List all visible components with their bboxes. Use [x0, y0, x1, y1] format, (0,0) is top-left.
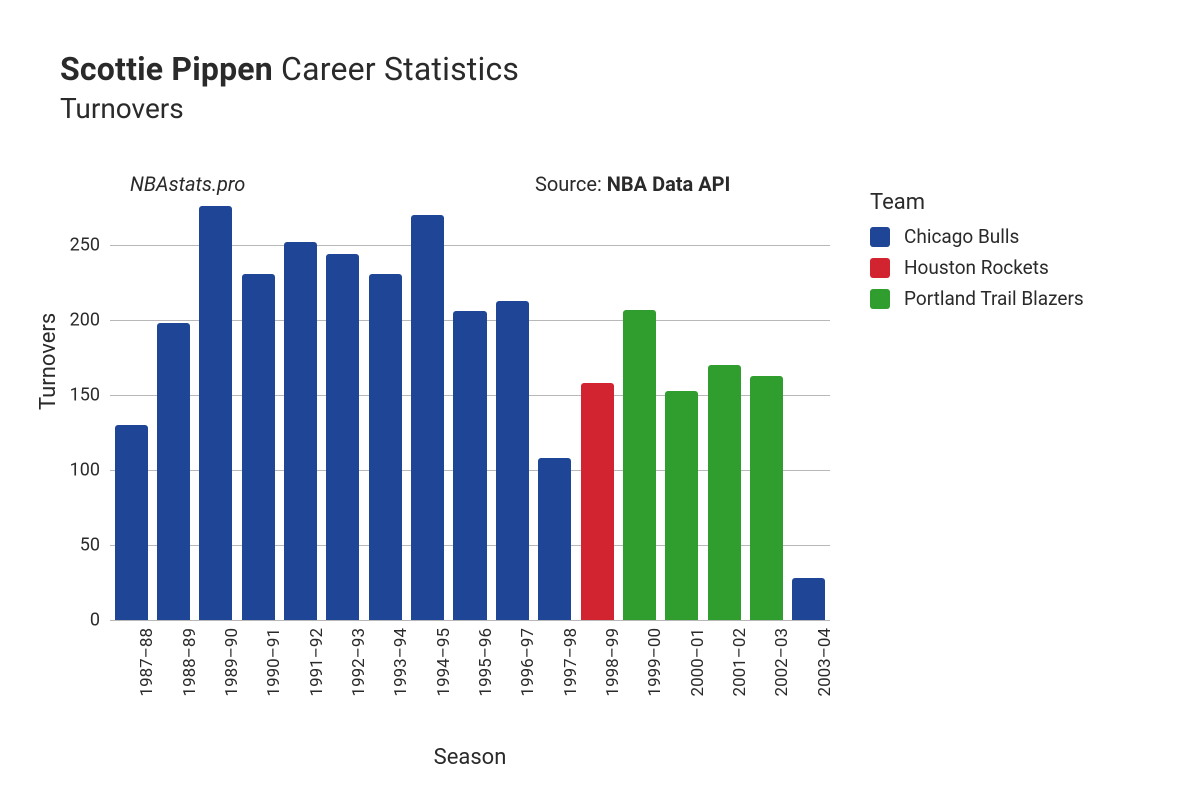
bar — [623, 310, 656, 621]
bar — [199, 206, 232, 620]
legend-items: Chicago Bulls Houston Rockets Portland Tra… — [870, 225, 1084, 310]
x-tick-label: 2000–01 — [688, 628, 708, 696]
source-name: NBA Data API — [607, 172, 731, 196]
bar — [411, 215, 444, 620]
x-tick-label: 1997–98 — [561, 628, 581, 696]
x-tick-label: 1996–97 — [518, 628, 538, 696]
x-tick-label: 2001–02 — [730, 628, 750, 696]
bar — [750, 376, 783, 621]
x-tick-label: 1995–96 — [476, 628, 496, 696]
x-tick-label: 1988–89 — [180, 628, 200, 696]
bar — [242, 274, 275, 621]
legend-label: Chicago Bulls — [904, 225, 1019, 248]
y-tick-label: 0 — [50, 610, 100, 631]
bar — [157, 323, 190, 620]
x-tick-label: 1987–88 — [137, 628, 157, 696]
legend-swatch — [870, 227, 890, 247]
bar — [115, 425, 148, 620]
x-tick-label: 1989–90 — [222, 628, 242, 696]
x-tick-label: 1999–00 — [645, 628, 665, 696]
bar — [284, 242, 317, 620]
y-tick-label: 150 — [50, 385, 100, 406]
legend-title: Team — [870, 190, 1084, 215]
legend-item: Houston Rockets — [870, 256, 1084, 279]
bar — [581, 383, 614, 620]
legend-swatch — [870, 289, 890, 309]
title-suffix: Career Statistics — [273, 50, 519, 88]
source-attribution: Source: NBA Data API — [535, 172, 730, 196]
plot-area: 0501001502002501987–881988–891989–901990… — [110, 200, 830, 620]
source-prefix: Source: — [535, 172, 607, 196]
x-tick-label: 1998–99 — [603, 628, 623, 696]
x-axis-label: Season — [110, 745, 830, 770]
chart-container: Scottie Pippen Career Statistics Turnove… — [0, 0, 1200, 800]
bar — [538, 458, 571, 620]
chart-title: Scottie Pippen Career Statistics — [60, 50, 519, 88]
title-player-name: Scottie Pippen — [60, 50, 273, 88]
bar — [665, 391, 698, 621]
y-tick-label: 250 — [50, 235, 100, 256]
chart-title-block: Scottie Pippen Career Statistics Turnove… — [60, 50, 519, 125]
legend-item: Portland Trail Blazers — [870, 287, 1084, 310]
legend-swatch — [870, 258, 890, 278]
chart-subtitle: Turnovers — [60, 92, 519, 125]
x-tick-label: 1994–95 — [434, 628, 454, 696]
bar — [792, 578, 825, 620]
bar — [369, 274, 402, 621]
y-tick-label: 200 — [50, 310, 100, 331]
bar — [326, 254, 359, 620]
x-tick-label: 1993–94 — [391, 628, 411, 696]
gridline — [110, 620, 830, 621]
x-tick-label: 2002–03 — [772, 628, 792, 696]
legend-label: Houston Rockets — [904, 256, 1049, 279]
watermark-text: NBAstats.pro — [130, 172, 245, 196]
legend-label: Portland Trail Blazers — [904, 287, 1084, 310]
bar — [453, 311, 486, 620]
legend-item: Chicago Bulls — [870, 225, 1084, 248]
x-tick-label: 1991–92 — [307, 628, 327, 696]
x-tick-label: 1990–91 — [264, 628, 284, 696]
bar — [708, 365, 741, 620]
y-tick-label: 50 — [50, 535, 100, 556]
legend: Team Chicago Bulls Houston Rockets Portlan… — [870, 190, 1084, 318]
x-tick-label: 2003–04 — [815, 628, 835, 696]
x-tick-label: 1992–93 — [349, 628, 369, 696]
y-tick-label: 100 — [50, 460, 100, 481]
bar — [496, 301, 529, 621]
